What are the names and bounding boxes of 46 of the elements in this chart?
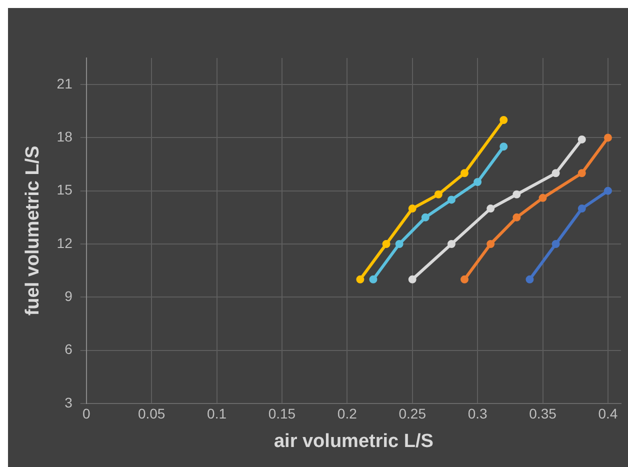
point (486, 204, 495, 213)
y-axis-title: fuel volumetric L/S (22, 146, 44, 316)
x-tick-label: 0.4 (598, 406, 618, 422)
x-tick-label: 0.15 (268, 406, 296, 422)
point (526, 275, 534, 284)
y-tick-label: 12 (56, 234, 73, 251)
y-tick-label: 15 (56, 182, 73, 198)
point (578, 169, 586, 178)
point (604, 134, 612, 142)
x-tick-label: 0.2 (337, 406, 358, 422)
y-tick-label: 6 (64, 341, 73, 358)
point (356, 275, 364, 284)
x-axis-title: air volumetric L/S (274, 430, 434, 452)
point (578, 204, 586, 213)
x-tick-label: 0.05 (138, 406, 166, 422)
point (538, 194, 547, 202)
point (460, 169, 469, 178)
x-tick-label: 0.35 (529, 406, 557, 422)
point (447, 240, 456, 248)
y-tick-label: 9 (64, 288, 73, 304)
x-tick-label: 0.3 (468, 406, 488, 422)
y-tick-label: 21 (56, 75, 73, 92)
point (500, 142, 508, 151)
point (552, 240, 560, 248)
point (512, 213, 521, 222)
point (447, 196, 456, 204)
point (500, 116, 508, 124)
point (512, 190, 521, 198)
point (486, 240, 495, 248)
point (578, 135, 586, 144)
point (369, 275, 378, 284)
point (408, 275, 416, 284)
point (395, 240, 404, 248)
point (421, 213, 430, 222)
x-tick-label: 0.1 (207, 406, 227, 422)
point (408, 204, 416, 213)
point (474, 178, 482, 186)
point (460, 275, 469, 284)
x-tick-label: 0.25 (398, 406, 426, 422)
y-tick-label: 3 (64, 394, 73, 410)
point (552, 169, 560, 178)
x-tick-label: 0 (82, 406, 90, 422)
point (434, 190, 442, 198)
point (604, 186, 612, 195)
point (382, 240, 390, 248)
y-tick-label: 18 (56, 128, 73, 145)
